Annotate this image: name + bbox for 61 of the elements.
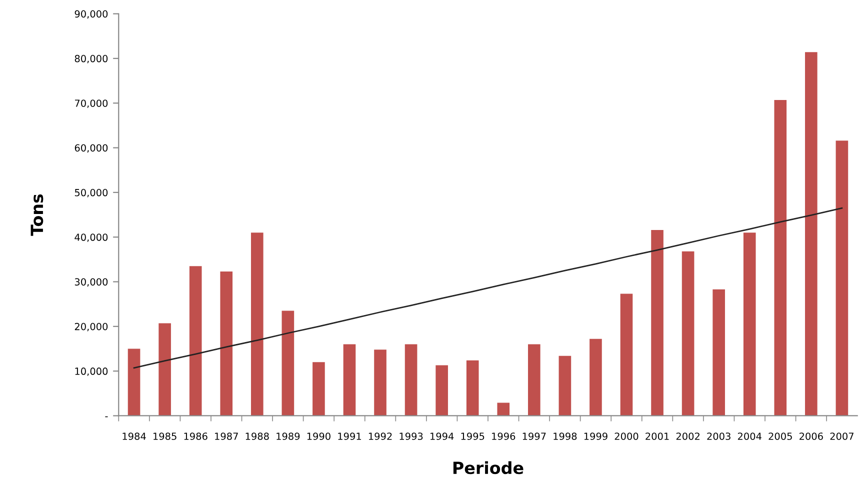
bar: [620, 294, 633, 416]
y-tick-label: 30,000: [74, 278, 108, 287]
x-tick-label: 1997: [522, 432, 546, 440]
x-tick-label: 1995: [461, 432, 484, 440]
x-tick-label: 2000: [614, 432, 638, 440]
bar: [712, 289, 725, 416]
y-tick-label: 10,000: [75, 368, 108, 376]
bar: [805, 52, 818, 416]
bar: [436, 365, 448, 416]
y-tick-label: -: [105, 416, 108, 418]
bar: [343, 344, 356, 416]
bar: [312, 362, 325, 416]
x-tick-label: 2004: [738, 432, 762, 440]
x-tick-label: 1992: [368, 432, 392, 440]
x-tick-label: 1994: [430, 432, 454, 440]
bar: [250, 232, 264, 416]
x-tick-label: 2005: [768, 432, 792, 440]
x-tick-label: 1988: [246, 432, 269, 440]
x-tick-label: 1989: [276, 432, 300, 440]
y-tick-label: 40,000: [74, 234, 108, 242]
y-tick-label: 90,000: [74, 10, 108, 19]
x-tick-label: 1993: [400, 432, 423, 440]
x-tick-label: 1987: [215, 432, 238, 440]
x-tick-label: 2002: [676, 432, 700, 440]
x-tick-label: 1984: [122, 432, 146, 440]
x-tick-label: 1996: [492, 432, 516, 440]
bar: [774, 100, 787, 416]
x-tick-label: 2001: [646, 432, 669, 440]
bar: [404, 344, 418, 416]
bar: [128, 348, 140, 416]
bar: [743, 232, 756, 416]
bar: [558, 356, 572, 416]
y-tick-label: 20,000: [74, 322, 108, 332]
bar: [528, 344, 540, 416]
y-tick-label: 60,000: [74, 144, 108, 153]
x-tick-label: 1991: [338, 432, 361, 440]
bar: [374, 350, 386, 416]
x-tick-label: 1985: [154, 432, 176, 440]
line-series: [133, 207, 843, 369]
bar: [590, 338, 602, 416]
bar: [497, 402, 510, 416]
y-tick-label: 80,000: [74, 54, 108, 64]
bar: [158, 323, 171, 416]
bar: [651, 230, 664, 416]
bar: [682, 251, 694, 416]
bar: [836, 140, 848, 416]
x-tick-label: 2007: [830, 432, 854, 440]
x-tick-label: 1999: [584, 432, 608, 440]
bar: [189, 266, 202, 416]
x-axis-title: Periode: [453, 461, 524, 474]
x-tick-label: 1986: [184, 432, 208, 440]
bar: [220, 271, 233, 416]
x-tick-label: 1990: [307, 432, 330, 440]
y-tick-label: 70,000: [75, 100, 108, 108]
bar: [282, 310, 294, 416]
x-tick-label: 1998: [554, 432, 577, 440]
y-axis-title: Tons: [30, 194, 44, 236]
bar: [466, 360, 479, 416]
y-tick-label: 50,000: [74, 188, 108, 198]
x-tick-label: 2003: [707, 432, 730, 440]
x-tick-label: 2006: [800, 432, 823, 440]
